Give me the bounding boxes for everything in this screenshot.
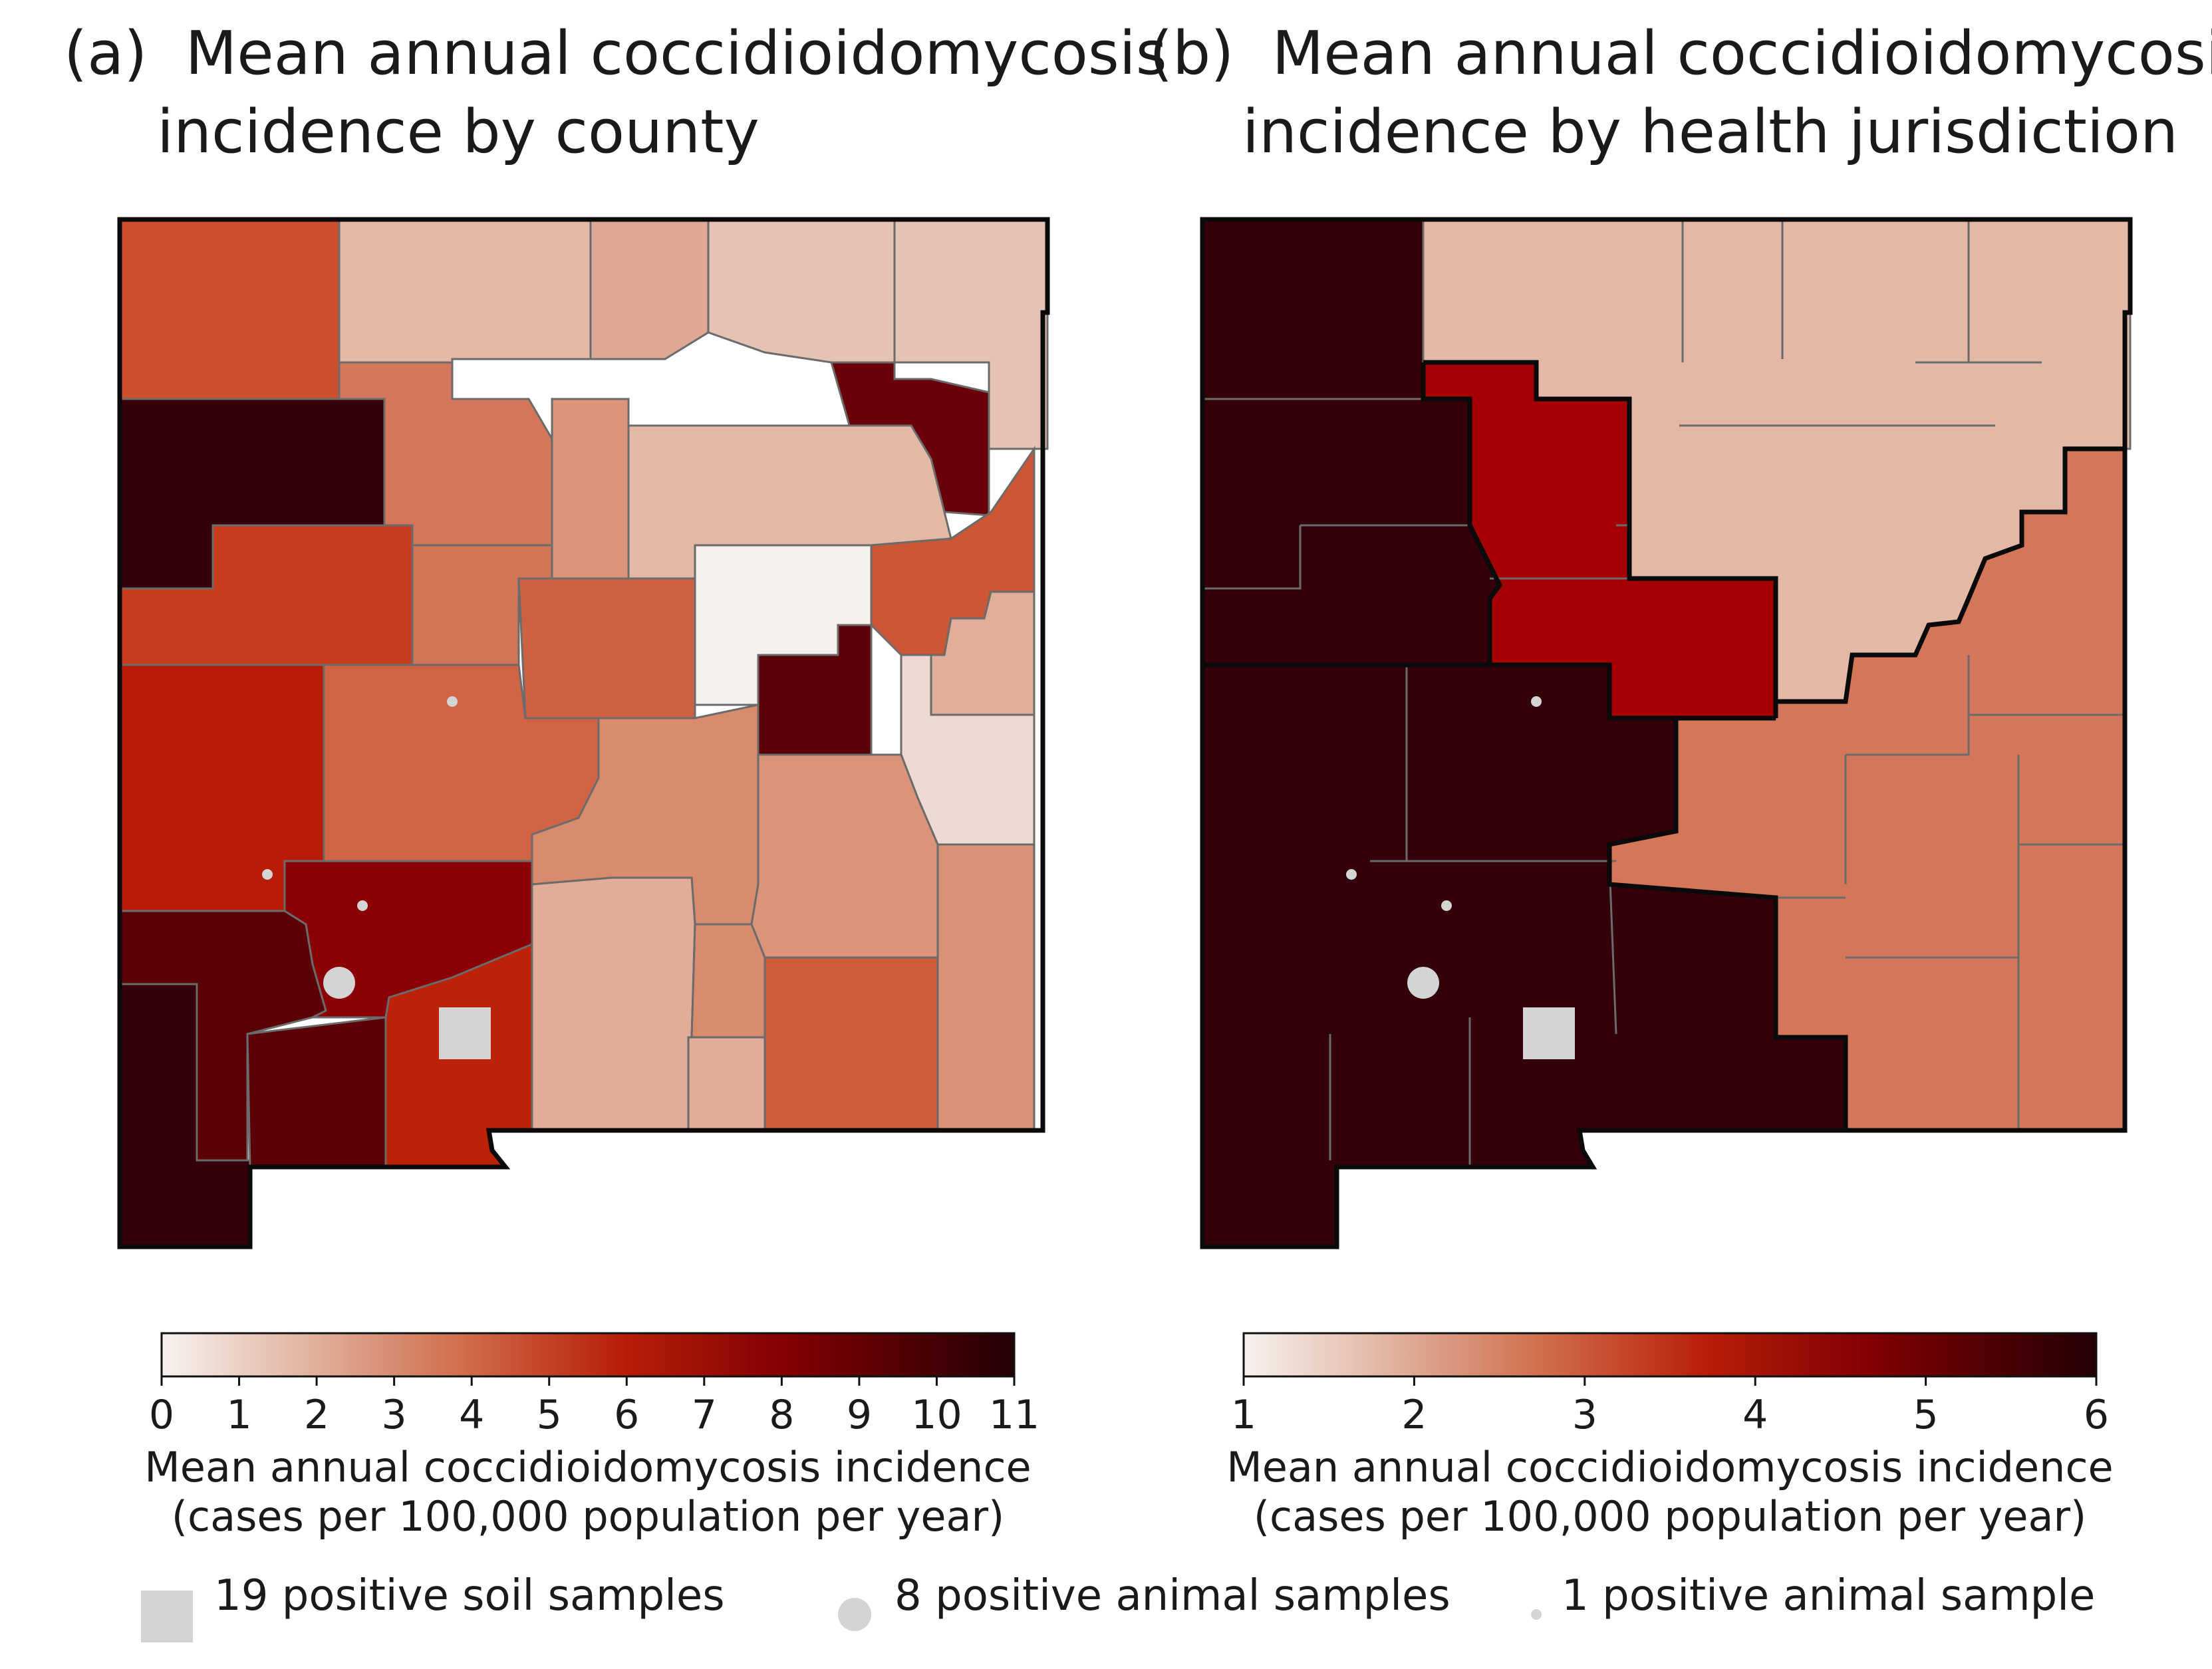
colorbar-a-gradient — [160, 1332, 1016, 1378]
soil-sample-marker[interactable] — [439, 1007, 491, 1059]
colorbar-a-tick-label: 11 — [989, 1392, 1039, 1438]
colorbar-a-ticks: 0 1 2 3 4 5 6 7 8 9 10 11 — [149, 1376, 1039, 1438]
colorbar-b-tick-label: 2 — [1401, 1392, 1427, 1438]
colorbar-b-title-line1: Mean annual coccidioidomycosis incidence — [1226, 1443, 2114, 1491]
panel-a-title: (a) Mean annual coccidioidomycosis incid… — [64, 15, 1167, 172]
animal-sample-marker-small[interactable] — [1441, 900, 1452, 911]
legend-animal-large-marker — [838, 1598, 871, 1631]
animal-sample-marker-small[interactable] — [357, 900, 368, 911]
colorbar-a-tick-label: 7 — [692, 1392, 717, 1438]
panel-a-title-line1: Mean annual coccidioidomycosis — [185, 19, 1167, 88]
colorbar-a-tick-label: 9 — [847, 1392, 872, 1438]
colorbar-a-tick-label: 4 — [459, 1392, 484, 1438]
colorbar-a-tick-label: 0 — [149, 1392, 174, 1438]
colorbar-a-title-line1: Mean annual coccidioidomycosis incidence — [144, 1443, 1032, 1491]
animal-sample-marker-large[interactable] — [1407, 967, 1439, 999]
colorbar-a-tick-label: 2 — [304, 1392, 329, 1438]
legend-animal-small-label: 1 positive animal sample — [1562, 1571, 2096, 1620]
colorbar-a: 0 1 2 3 4 5 6 7 8 9 10 11 — [149, 1332, 1039, 1438]
colorbar-a-tick-label: 10 — [911, 1392, 962, 1438]
colorbar-a-tick-label: 6 — [614, 1392, 639, 1438]
animal-sample-marker-small[interactable] — [262, 869, 273, 880]
colorbar-b-ticks: 1 2 3 4 5 6 — [1231, 1376, 2109, 1438]
county-bootheel-east[interactable] — [246, 1016, 387, 1168]
animal-sample-marker-large[interactable] — [323, 967, 355, 999]
soil-sample-marker[interactable] — [1523, 1007, 1575, 1059]
animal-sample-marker-small[interactable] — [1531, 696, 1542, 707]
county-map — [117, 217, 1050, 1249]
legend-animal-small-marker — [1531, 1609, 1542, 1620]
county-ne-upper[interactable] — [707, 218, 896, 364]
county-n-central-1[interactable] — [338, 218, 592, 364]
panel-b-title-line1: Mean annual coccidioidomycosis — [1272, 19, 2212, 88]
colorbar-b-title: Mean annual coccidioidomycosis incidence… — [1171, 1443, 2169, 1541]
colorbar-a-tick-label: 3 — [382, 1392, 407, 1438]
county-central-mid[interactable] — [517, 577, 696, 719]
colorbar-a-tick-label: 1 — [226, 1392, 251, 1438]
legend-soil-label: 19 positive soil samples — [214, 1571, 725, 1620]
panel-b-title: (b) Mean annual coccidioidomycosis incid… — [1149, 15, 2212, 172]
colorbar-a-title-line2: (cases per 100,000 population per year) — [171, 1492, 1005, 1541]
animal-sample-marker-small[interactable] — [1346, 869, 1357, 880]
county-se-light[interactable] — [936, 843, 1036, 1132]
county-central-south-2[interactable] — [750, 753, 939, 959]
colorbar-b-tick-label: 4 — [1742, 1392, 1768, 1438]
county-se-1[interactable] — [690, 923, 766, 1039]
jurisdiction-boundaries — [1202, 360, 2125, 1130]
legend-soil-marker — [141, 1591, 193, 1642]
county-se-gap[interactable] — [687, 1036, 766, 1132]
panel-a-label: (a) — [64, 19, 148, 88]
jurisdiction-map — [1200, 217, 2133, 1249]
colorbar-b-tick-label: 5 — [1913, 1392, 1939, 1438]
county-nw-top[interactable] — [118, 218, 370, 400]
county-n-central-2[interactable] — [589, 218, 710, 360]
colorbar-b-gradient — [1242, 1332, 2098, 1378]
state-outline-b — [1200, 217, 2133, 1249]
colorbar-b: 1 2 3 4 5 6 — [1231, 1332, 2109, 1438]
colorbar-b-tick-label: 3 — [1572, 1392, 1597, 1438]
colorbar-a-title: Mean annual coccidioidomycosis incidence… — [89, 1443, 1087, 1541]
county-se-orange[interactable] — [763, 956, 939, 1132]
animal-sample-marker-small[interactable] — [447, 696, 458, 707]
county-central-north-2[interactable] — [551, 398, 630, 580]
legend-animal-large-label: 8 positive animal samples — [895, 1571, 1451, 1620]
colorbar-b-title-line2: (cases per 100,000 population per year) — [1253, 1492, 2087, 1541]
colorbar-a-tick-label: 8 — [769, 1392, 794, 1438]
county-s-central-light[interactable] — [531, 876, 696, 1132]
panel-a-title-line2: incidence by county — [157, 97, 760, 167]
colorbar-b-tick-label: 1 — [1231, 1392, 1256, 1438]
state-outline-a — [117, 217, 1050, 1249]
colorbar-a-tick-label: 5 — [537, 1392, 562, 1438]
panel-b-label: (b) — [1149, 19, 1234, 88]
colorbar-b-tick-label: 6 — [2084, 1392, 2109, 1438]
panel-b-title-line2: incidence by health jurisdiction — [1242, 97, 2178, 167]
